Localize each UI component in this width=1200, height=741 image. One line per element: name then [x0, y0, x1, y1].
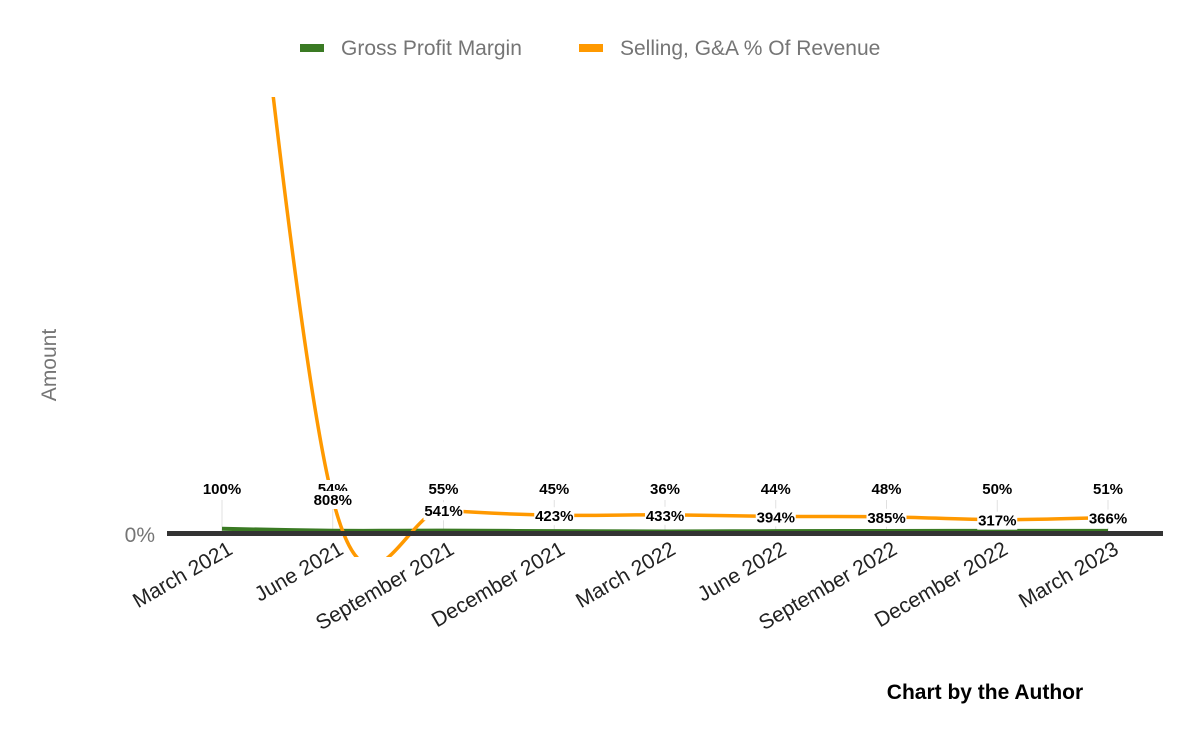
sga-label-5-bg — [755, 508, 796, 527]
sga-label-2-bg — [423, 502, 464, 521]
gross-margin-label-6-bg — [871, 480, 902, 498]
legend-label-gross-profit-margin: Gross Profit Margin — [341, 37, 522, 60]
gross-margin-label-0: 100% — [203, 481, 241, 498]
sga-label-4-bg — [645, 506, 685, 525]
legend: Gross Profit Margin Selling, G&A % Of Re… — [300, 37, 880, 60]
gross-margin-label-3: 45% — [539, 481, 569, 498]
gross-margin-label-7-bg — [981, 480, 1013, 498]
gross-margin-label-7: 50% — [982, 481, 1012, 498]
sga-label-7: 317% — [978, 513, 1016, 530]
x-axis-baseline — [167, 531, 1163, 536]
legend-swatch-selling-ga — [579, 44, 603, 52]
legend-label-selling-ga: Selling, G&A % Of Revenue — [620, 37, 880, 60]
x-tick-label-0: March 2021 — [129, 537, 237, 612]
y-axis-title: Amount — [38, 329, 61, 402]
sga-label-2: 541% — [424, 503, 462, 520]
sga-label-1: 808% — [314, 492, 352, 509]
gross-margin-label-8-bg — [1092, 480, 1124, 498]
sga-label-4: 433% — [646, 508, 684, 525]
gross-margin-label-8: 51% — [1093, 481, 1123, 498]
gross-margin-label-6: 48% — [871, 481, 901, 498]
sga-label-7-bg — [977, 511, 1018, 530]
gross-margin-label-3-bg — [538, 480, 570, 498]
chart-credit: Chart by the Author — [887, 681, 1083, 704]
y-tick-label-0: 0% — [125, 524, 155, 547]
gross-margin-label-2-bg — [428, 480, 459, 498]
data-labels: 100% 54% 55% 45% 36% 44% 48% 50% 51%808%541% 423%… — [202, 480, 1128, 530]
sga-label-8: 366% — [1089, 511, 1127, 528]
gross-margin-label-4-bg — [649, 480, 681, 498]
x-tick-label-8: March 2023 — [1015, 537, 1123, 612]
sga-label-1-bg — [312, 491, 353, 509]
gross-margin-label-0-bg — [202, 480, 242, 498]
gross-margin-label-5-bg — [760, 480, 792, 498]
x-tick-label-5: June 2022 — [694, 537, 790, 606]
x-tick-label-1: June 2021 — [251, 537, 347, 606]
sga-label-8-bg — [1088, 509, 1128, 528]
x-tick-label-4: March 2022 — [572, 537, 680, 612]
legend-swatch-gross-profit-margin — [300, 44, 324, 52]
sga-label-6: 385% — [867, 510, 905, 527]
sga-label-3: 423% — [535, 508, 573, 525]
gross-margin-label-2: 55% — [428, 481, 458, 498]
sga-label-5: 394% — [757, 509, 795, 526]
gross-margin-label-5: 44% — [761, 481, 791, 498]
gross-margin-label-4: 36% — [650, 481, 680, 498]
sga-label-6-bg — [866, 508, 907, 527]
sga-label-3-bg — [534, 507, 575, 526]
